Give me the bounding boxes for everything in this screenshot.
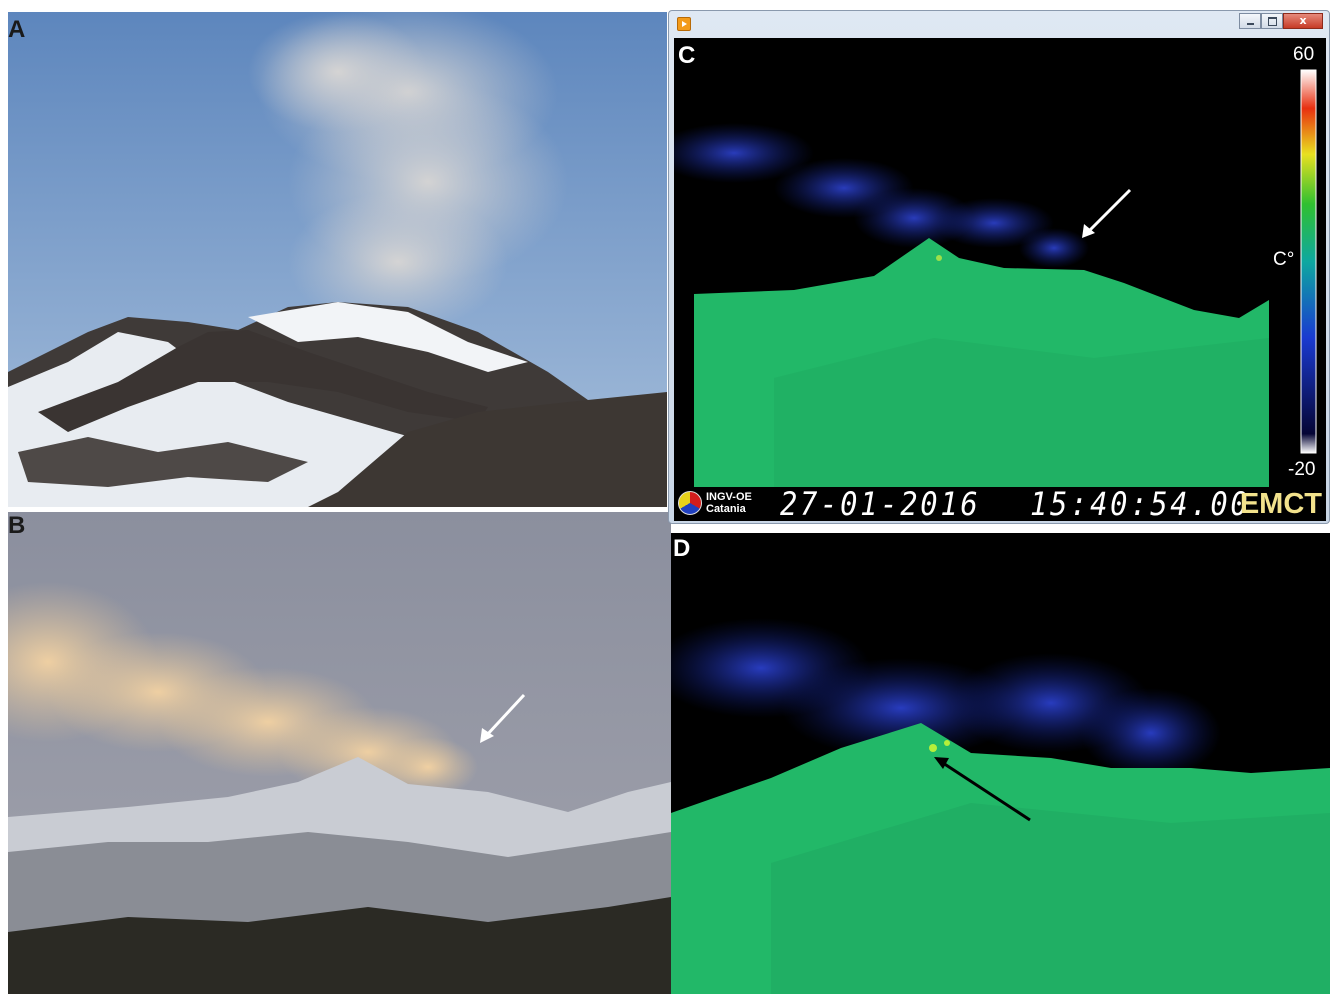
panel-a-letter: A [8,16,26,43]
arrow-b-head [480,728,494,743]
logo-line1: INGV-OE [706,491,752,503]
panel-c-letter: C [678,42,696,69]
panel-c-thermal: C 60 C° -20 [674,38,1326,487]
close-icon[interactable]: x [1283,13,1323,29]
panel-b-letter: B [8,512,26,539]
status-bar: INGV-OE Catania 27-01-2016 15:40:54.00 E… [674,487,1326,521]
scale-unit-label: C° [1273,249,1295,270]
scale-min-label: -20 [1288,459,1316,480]
arrow-c [1086,188,1132,234]
logo-line2: Catania [706,503,746,515]
window-controls: x [1239,13,1323,29]
arrow-d-head [934,757,949,769]
arrow-b [484,693,526,738]
arrow-d [942,761,1031,822]
ingv-logo-text: INGV-OE Catania [706,491,752,515]
panel-a-photo: A [8,12,667,507]
panel-a-image [8,12,667,507]
panel-b-photo: B [8,512,671,994]
panel-d-thermal: D [671,533,1330,994]
panel-d-image [671,618,1330,994]
minimize-icon[interactable] [1239,13,1261,29]
time-stamp: 15:40:54.00 [1030,485,1251,523]
station-code: EMCT [1239,488,1322,520]
maximize-icon[interactable] [1261,13,1283,29]
arrow-c-head [1082,224,1095,238]
temperature-scale [1300,69,1317,454]
scale-max-label: 60 [1293,44,1315,65]
panel-c-image [674,69,1317,487]
ingv-logo-icon [678,491,702,515]
app-icon [677,17,691,31]
date-stamp: 27-01-2016 [780,485,981,523]
panel-d-letter: D [673,535,691,562]
panel-b-image [8,512,671,994]
